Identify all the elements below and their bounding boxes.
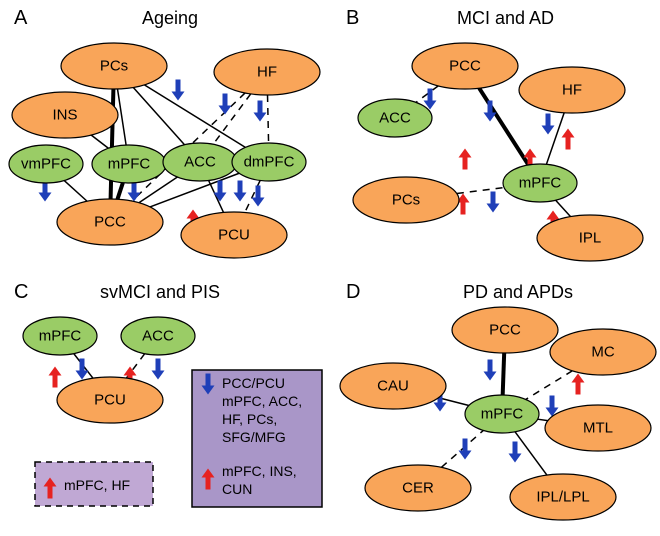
node-label-PCC: PCC xyxy=(449,58,481,75)
edge-IPL-mPFC xyxy=(556,200,571,216)
panel-title-C: svMCI and PIS xyxy=(100,282,220,302)
edge-PCs-mPFC xyxy=(457,188,504,194)
node-label-mPFC: mPFC xyxy=(519,175,562,192)
panel-title-D: PD and APDs xyxy=(463,282,573,302)
legend-text-C-0: mPFC, HF xyxy=(64,477,130,493)
node-label-CAU: CAU xyxy=(377,378,409,395)
edge-HF-dmPFC xyxy=(268,95,269,143)
panel-title-A: Ageing xyxy=(142,8,198,28)
node-label-PCC: PCC xyxy=(489,322,521,339)
node-label-PCs: PCs xyxy=(100,58,128,75)
node-label-ACC: ACC xyxy=(142,328,174,345)
node-label-INS: INS xyxy=(52,107,77,124)
legend-text-top-3: SFG/MFG xyxy=(222,429,286,445)
arrow-down-blue xyxy=(509,442,522,463)
node-label-PCU: PCU xyxy=(94,392,126,409)
legend-box-C-1: PCC/PCU mPFC, ACC, HF, PCs, SFG/MFG mPFC, IN… xyxy=(192,370,322,507)
node-label-PCU: PCU xyxy=(218,227,250,244)
edge-PCC-mPFC xyxy=(479,88,528,165)
nodes-D: PCC MC CAU mPFC MTL CER IPL/LPL xyxy=(340,307,656,520)
panel-letter-A: A xyxy=(14,7,28,29)
node-label-MC: MC xyxy=(591,344,614,361)
arrow-down-blue xyxy=(172,80,185,101)
arrow-down-blue xyxy=(219,94,232,115)
panel-letter-D: D xyxy=(346,281,360,303)
legend-box-C-0: mPFC, HF xyxy=(35,462,153,506)
legend-text-bot-0: mPFC, INS, xyxy=(222,463,297,479)
arrow-down-blue xyxy=(234,181,247,202)
edge-MTL-mPFC xyxy=(538,419,548,420)
arrow-down-blue xyxy=(152,359,165,380)
arrow-down-blue xyxy=(484,360,497,381)
node-label-mPFC: mPFC xyxy=(481,406,524,423)
panel-letter-C: C xyxy=(14,281,28,303)
panel-letter-B: B xyxy=(346,7,359,29)
legend-text-top-2: HF, PCs, xyxy=(222,411,277,427)
node-label-ACC: ACC xyxy=(184,154,216,171)
edge-PCC-mPFC xyxy=(503,353,505,395)
edge-MC-mPFC xyxy=(526,371,573,400)
arrow-up-red xyxy=(572,374,585,395)
arrow-down-blue xyxy=(128,181,141,202)
panel-title-B: MCI and AD xyxy=(457,8,554,28)
legend-text-top-0: PCC/PCU xyxy=(222,375,285,391)
arrow-down-blue xyxy=(39,181,52,202)
node-label-ACC: ACC xyxy=(379,110,411,127)
panel-C: mPFC ACC PCU CsvMCI and PIS mPFC, HF PCC/PCU m… xyxy=(14,281,322,507)
arrow-down-blue xyxy=(487,192,500,213)
node-label-HF: HF xyxy=(257,64,277,81)
node-label-CER: CER xyxy=(402,480,434,497)
edge-vmPFC-PCC xyxy=(64,181,87,202)
figure-svg: PCsHFINSvmPFCmPFCACCdmPFCPCCPCUAAgeingPC… xyxy=(0,0,660,536)
node-label-PCs: PCs xyxy=(392,192,420,209)
arrow-down-blue xyxy=(214,181,227,202)
arrow-down-blue xyxy=(254,101,267,122)
node-label-HF: HF xyxy=(562,82,582,99)
arrow-up-red xyxy=(459,149,472,170)
edge-mPFC-PCC xyxy=(117,183,122,199)
nodes-C: mPFC ACC PCU xyxy=(23,317,195,423)
legend-text-bot-1: CUN xyxy=(222,481,252,497)
edge-CER-mPFC xyxy=(441,430,483,467)
edge-IPL-mPFC xyxy=(515,432,547,475)
panel-B: PCC HF ACC PCs mPFC IPL B MCI and AD xyxy=(346,7,643,261)
arrow-up-red xyxy=(49,367,62,388)
edge-PCs-mPFC xyxy=(118,89,127,145)
node-label-mPFC: mPFC xyxy=(108,156,151,173)
edge-PCC-ACC xyxy=(416,86,438,103)
legend-text-top-1: mPFC, ACC, xyxy=(222,393,302,409)
node-label-dmPFC: dmPFC xyxy=(244,154,295,171)
node-label-IPL: IPL/LPL xyxy=(536,489,589,506)
edge-INS-mPFC xyxy=(91,135,108,148)
arrow-up-red xyxy=(562,129,575,150)
panel-A: PCs HF INS vmPFC mPFC ACC dmPFC PCC PCU A Ageing xyxy=(9,7,320,258)
arrow-down-blue xyxy=(459,439,472,460)
edge-HF-ACC xyxy=(213,94,250,144)
node-label-IPL: IPL xyxy=(579,230,602,247)
node-label-PCC: PCC xyxy=(94,214,126,231)
nodes-A: PCs HF INS vmPFC mPFC ACC dmPFC PCC PCU xyxy=(9,43,320,258)
nodes-B: PCC HF ACC PCs mPFC IPL xyxy=(353,43,643,261)
arrow-down-blue xyxy=(542,114,555,135)
node-label-vmPFC: vmPFC xyxy=(21,156,71,173)
node-label-MTL: MTL xyxy=(583,420,613,437)
panel-D: PCC MC CAU mPFC MTL CER IPL/LPL D PD and APDs xyxy=(340,281,656,520)
arrow-down-blue xyxy=(424,89,437,110)
node-label-mPFC: mPFC xyxy=(39,328,82,345)
